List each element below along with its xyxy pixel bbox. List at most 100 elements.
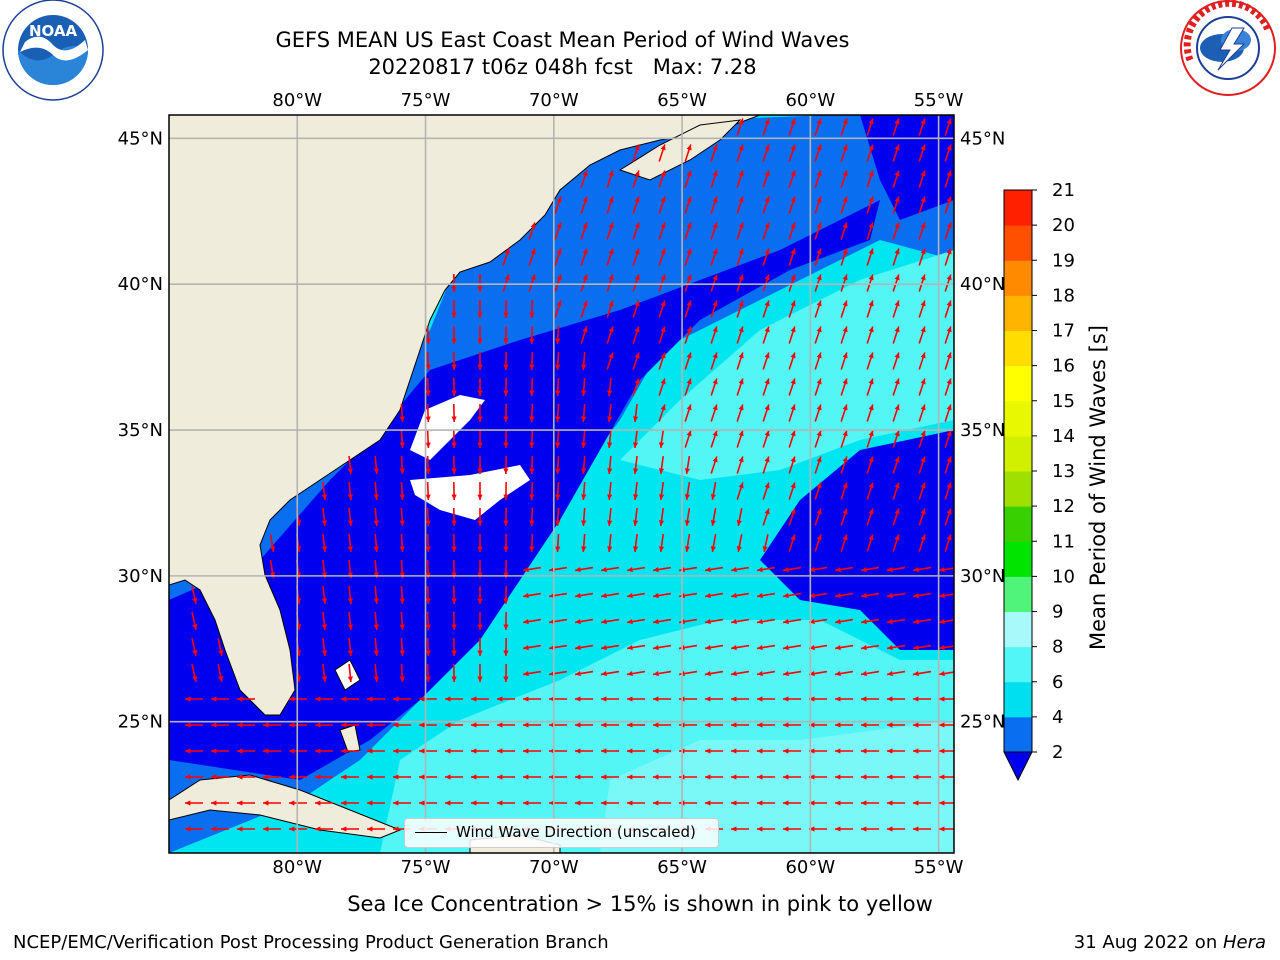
wave-arrow-head: [790, 222, 796, 229]
wave-arrow-head: [419, 696, 425, 702]
lat-tick-label: 45°N: [118, 128, 163, 149]
wave-arrow-head: [868, 222, 874, 229]
wave-arrow-head: [660, 144, 666, 151]
colorbar-segment: [1004, 541, 1032, 577]
wave-arrow-head: [757, 826, 763, 832]
wave-arrow-head: [809, 618, 815, 625]
wave-arrow-head: [686, 430, 692, 437]
wave-arrow-head: [684, 520, 691, 526]
wave-arrow-head: [757, 644, 763, 651]
wave-arrow-head: [523, 644, 529, 651]
wave-arrow-head: [601, 748, 607, 754]
wave-arrow-head: [757, 696, 763, 702]
wave-arrow-head: [783, 722, 789, 728]
wave-arrow-head: [731, 774, 737, 780]
wave-arrow-head: [451, 598, 457, 604]
wave-arrow-head: [686, 300, 692, 307]
wave-arrow-head: [790, 352, 796, 359]
wave-arrow-head: [451, 286, 457, 292]
colorbar-tick-label: 13: [1052, 461, 1075, 482]
wave-arrow-head: [764, 300, 770, 307]
wave-arrow-head: [809, 670, 815, 677]
wave-arrow-head: [705, 670, 711, 677]
wave-arrow-head: [887, 566, 893, 573]
wave-arrow-head: [347, 598, 353, 604]
wave-arrow-head: [601, 592, 607, 599]
wave-arrow-head: [477, 676, 483, 682]
wave-arrow-head: [270, 546, 276, 552]
wave-arrow-head: [523, 670, 529, 677]
wave-arrow-head: [757, 618, 763, 625]
wave-arrow-head: [211, 826, 217, 832]
wave-arrow-head: [790, 300, 796, 307]
wave-arrow-head: [289, 696, 295, 702]
wave-arrow-head: [367, 696, 373, 702]
lat-tick-label: 25°N: [960, 712, 1005, 733]
sea-ice-note: Sea Ice Concentration > 15% is shown in …: [0, 892, 1280, 916]
wave-arrow-head: [861, 644, 867, 651]
wave-arrow-head: [315, 826, 321, 832]
wave-arrow-head: [627, 644, 633, 651]
wave-arrow-head: [575, 696, 581, 702]
lat-tick-label: 30°N: [118, 566, 163, 587]
wave-arrow-head: [660, 248, 666, 255]
wave-arrow-head: [341, 774, 347, 780]
wave-arrow-head: [653, 722, 659, 728]
wave-arrow-head: [556, 248, 562, 255]
wave-arrow-head: [835, 566, 841, 573]
wave-arrow-head: [555, 364, 561, 370]
wave-arrow-head: [503, 676, 509, 682]
wave-arrow-head: [757, 670, 763, 677]
wave-arrow-head: [185, 826, 191, 832]
wave-arrow-head: [237, 774, 243, 780]
wave-arrow-head: [582, 300, 588, 307]
wave-arrow-head: [315, 722, 321, 728]
wave-arrow-head: [816, 508, 822, 515]
wave-arrow-head: [503, 468, 509, 474]
wave-arrow-head: [738, 482, 744, 489]
wave-arrow-head: [684, 494, 691, 500]
wave-arrow-head: [503, 598, 509, 604]
wave-arrow-head: [686, 274, 692, 281]
wave-arrow-head: [946, 404, 952, 411]
wave-arrow-head: [477, 338, 483, 344]
wave-arrow-head: [868, 456, 874, 463]
wave-arrow-head: [601, 722, 607, 728]
wave-arrow-head: [946, 482, 952, 489]
wave-arrow-head: [634, 196, 640, 203]
wave-arrow-head: [738, 144, 744, 151]
wave-arrow-head: [816, 326, 822, 333]
map-legend: Wind Wave Direction (unscaled): [404, 818, 719, 848]
colorbar-segment: [1004, 646, 1032, 683]
wave-arrow-head: [705, 696, 711, 702]
lon-tick-label: 60°W: [785, 857, 835, 878]
wave-arrow-head: [632, 442, 639, 448]
wave-arrow-head: [529, 338, 535, 344]
wave-arrow-head: [731, 618, 737, 625]
wave-arrow-head: [237, 826, 243, 832]
wave-arrow-head: [471, 696, 477, 702]
wave-arrow-head: [653, 774, 659, 780]
wave-arrow-head: [660, 300, 666, 307]
wave-arrow-head: [321, 520, 328, 526]
wave-arrow-head: [894, 300, 900, 307]
wave-arrow-head: [341, 826, 347, 832]
wave-arrow-head: [477, 364, 483, 370]
colorbar-segment: [1004, 471, 1032, 507]
wave-arrow-head: [920, 326, 926, 333]
colorbar-segment: [1004, 190, 1032, 226]
wave-arrow-head: [946, 326, 952, 333]
wave-arrow-head: [738, 222, 744, 229]
wave-arrow-head: [451, 312, 457, 318]
wave-arrow-head: [809, 644, 815, 651]
wave-arrow-head: [237, 800, 243, 806]
wave-arrow-head: [894, 118, 900, 125]
wave-arrow-head: [738, 326, 744, 333]
wave-arrow-head: [705, 566, 711, 573]
noaa-logo: NOAA: [2, 0, 104, 101]
wave-arrow-head: [503, 546, 509, 552]
wave-arrow-head: [939, 670, 945, 677]
wave-arrow-head: [399, 416, 405, 422]
wave-arrow-head: [529, 416, 535, 422]
wave-arrow-head: [894, 430, 900, 437]
